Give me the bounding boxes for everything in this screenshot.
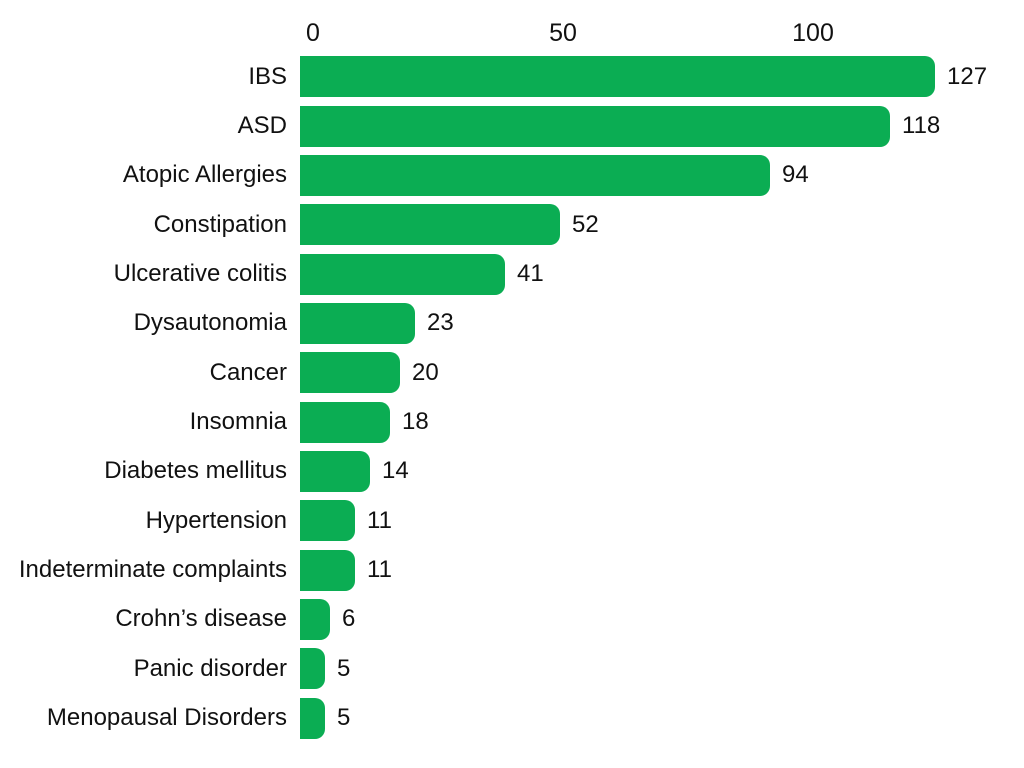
chart-row: Ulcerative colitis 41 [0,249,1024,298]
category-label: Insomnia [189,408,287,436]
value-label: 118 [902,112,941,140]
category-label: Constipation [153,210,287,238]
category-label: Crohn’s disease [115,605,287,633]
chart-rows: IBS 127 ASD 118 Atopic Allergies 94 Constipati… [0,52,1024,743]
value-label: 23 [427,309,454,337]
bar [300,204,560,246]
chart-row: Hypertension 11 [0,496,1024,545]
value-label: 18 [402,408,429,436]
value-label: 94 [782,161,809,189]
x-axis: 0 50 100 [306,16,1024,50]
chart-row: Menopausal Disorders 5 [0,693,1024,742]
bar [300,253,505,295]
bar [300,500,355,542]
category-label: Menopausal Disorders [46,704,287,732]
category-label: Hypertension [145,506,287,534]
value-label: 5 [337,704,351,732]
category-label: Atopic Allergies [122,161,287,189]
x-axis-tick: 50 [549,19,577,47]
value-label: 52 [572,210,599,238]
chart-row: Cancer 20 [0,348,1024,397]
bar [300,598,330,640]
bar [300,450,370,492]
category-label: Cancer [209,358,287,386]
value-label: 11 [367,556,392,584]
bar [300,56,935,98]
category-label: Indeterminate complaints [18,556,287,584]
x-axis-tick: 0 [306,19,320,47]
category-label: Ulcerative colitis [113,260,287,288]
category-label: ASD [237,112,287,140]
value-label: 127 [947,62,988,90]
value-label: 14 [382,457,409,485]
value-label: 6 [342,605,356,633]
chart-row: Indeterminate complaints 11 [0,545,1024,594]
category-label: Dysautonomia [133,309,287,337]
chart-row: ASD 118 [0,101,1024,150]
bar [300,549,355,591]
chart-row: Diabetes mellitus 14 [0,447,1024,496]
chart-row: IBS 127 [0,52,1024,101]
bar [300,352,400,394]
x-axis-tick: 100 [792,19,834,47]
value-label: 20 [412,358,439,386]
chart-row: Constipation 52 [0,200,1024,249]
bar [300,105,890,147]
value-label: 41 [517,260,544,288]
chart-row: Panic disorder 5 [0,644,1024,693]
bar [300,154,770,196]
chart-row: Insomnia 18 [0,397,1024,446]
value-label: 5 [337,654,351,682]
bar [300,302,415,344]
category-label: Panic disorder [133,654,287,682]
chart-row: Crohn’s disease 6 [0,595,1024,644]
value-label: 11 [367,506,392,534]
chart-row: Dysautonomia 23 [0,299,1024,348]
chart-row: Atopic Allergies 94 [0,151,1024,200]
bar [300,648,325,690]
category-label: Diabetes mellitus [104,457,287,485]
category-label: IBS [248,62,287,90]
bar [300,697,325,739]
bar [300,401,390,443]
